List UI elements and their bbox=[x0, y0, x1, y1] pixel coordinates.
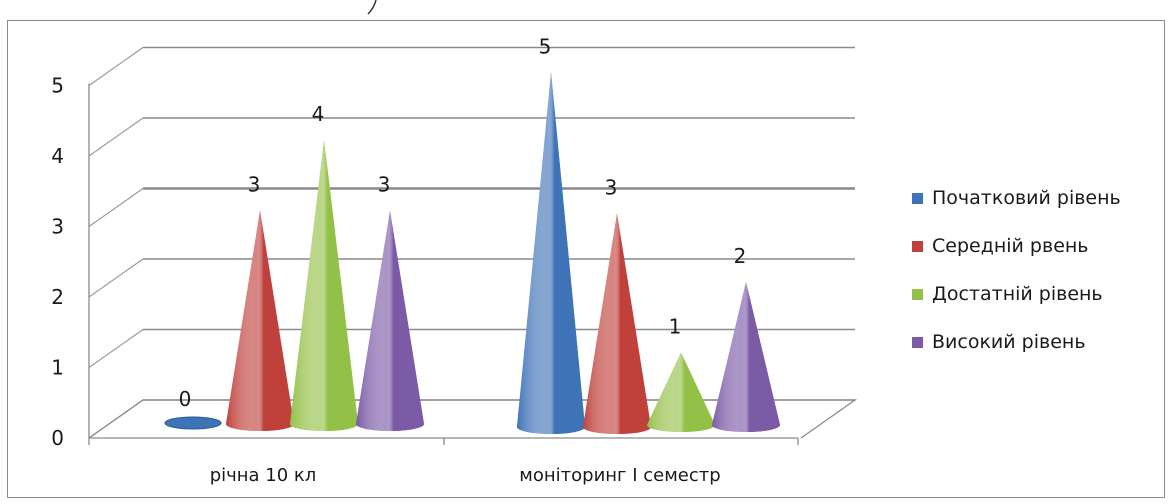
cone-mark bbox=[226, 211, 294, 431]
data-label: 3 bbox=[605, 176, 618, 200]
data-label: 5 bbox=[539, 35, 552, 59]
cone-mark bbox=[647, 353, 715, 433]
cone-shading bbox=[647, 353, 715, 433]
gridline-side bbox=[89, 48, 143, 86]
legend-item: Достатній рівень bbox=[912, 270, 1121, 318]
y-tick-label: 4 bbox=[51, 144, 64, 168]
cone-mark bbox=[356, 211, 424, 432]
legend-item: Середній рвень bbox=[912, 222, 1121, 270]
cone-base bbox=[165, 417, 221, 429]
data-label: 3 bbox=[378, 173, 391, 197]
cone-shading bbox=[290, 140, 358, 431]
data-label: 3 bbox=[248, 173, 261, 197]
x-category-label: моніторинг І семестр bbox=[519, 465, 720, 486]
cone-shading bbox=[517, 73, 585, 435]
cone-mark bbox=[290, 140, 358, 431]
legend-swatch bbox=[912, 241, 923, 252]
cone-shading bbox=[226, 211, 294, 431]
data-label: 4 bbox=[312, 102, 325, 126]
gridline-side bbox=[89, 118, 143, 156]
legend-swatch bbox=[912, 193, 923, 204]
cone-mark bbox=[583, 214, 651, 435]
legend: Початковий рівень Середній рвень Достатн… bbox=[912, 174, 1121, 366]
legend-swatch bbox=[912, 337, 923, 348]
y-tick-label: 3 bbox=[51, 215, 64, 239]
y-tick-label: 5 bbox=[51, 74, 64, 98]
data-label: 2 bbox=[734, 244, 747, 268]
gridline-side bbox=[89, 189, 143, 227]
cone-mark bbox=[712, 282, 780, 432]
legend-label: Середній рвень bbox=[932, 235, 1089, 257]
legend-label: Початковий рівень bbox=[932, 187, 1121, 209]
y-tick-label: 2 bbox=[51, 285, 64, 309]
gridline-side bbox=[89, 259, 143, 297]
cone-mark bbox=[165, 417, 221, 429]
legend-item: Високий рівень bbox=[912, 318, 1121, 366]
data-label: 0 bbox=[179, 387, 192, 411]
cone-shading bbox=[583, 214, 651, 435]
gridline-side bbox=[89, 330, 143, 368]
cone-shading bbox=[356, 211, 424, 432]
x-category-label: річна 10 кл bbox=[210, 465, 317, 486]
cone-mark bbox=[517, 73, 585, 435]
series-marks bbox=[165, 73, 780, 435]
legend-label: Високий рівень bbox=[932, 331, 1086, 353]
y-tick-label: 1 bbox=[51, 356, 64, 380]
cone-shading bbox=[712, 282, 780, 432]
y-tick-label: 0 bbox=[51, 426, 64, 450]
legend-swatch bbox=[912, 289, 923, 300]
legend-label: Достатній рівень bbox=[932, 283, 1103, 305]
data-label: 1 bbox=[669, 315, 682, 339]
legend-item: Початковий рівень bbox=[912, 174, 1121, 222]
